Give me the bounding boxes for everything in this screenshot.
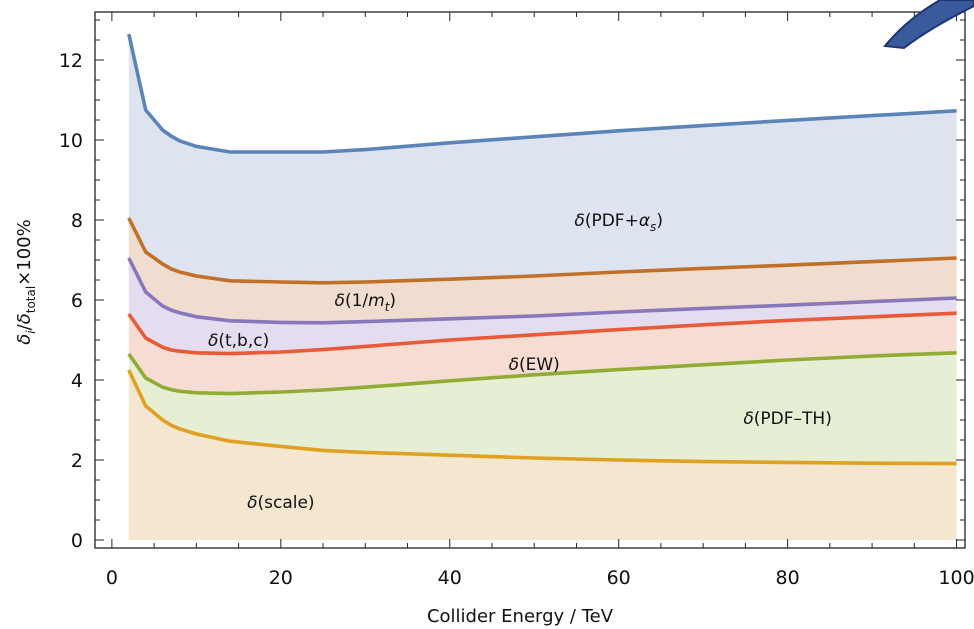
x-tick-label: 60	[607, 567, 631, 589]
label-scale: δ(scale)	[247, 493, 314, 513]
x-tick-label: 20	[269, 567, 293, 589]
series-lines	[127, 33, 957, 466]
x-tick-label: 0	[106, 567, 118, 589]
line-mt	[127, 217, 957, 285]
x-tick-label: 40	[438, 567, 462, 589]
line-pdf_th	[127, 351, 957, 396]
label-tbc: δ(t,b,c)	[208, 331, 269, 351]
label-pdf_th: δ(PDF–TH)	[743, 409, 831, 429]
logo-arc-icon	[883, 0, 974, 50]
band-scale	[128, 370, 957, 540]
label-mt: δ(1/mt)	[335, 291, 397, 314]
y-axis-title: δi/δtotal×100%	[14, 219, 38, 344]
line-tbc	[127, 257, 957, 325]
band-layer	[128, 34, 957, 540]
y-tick-label: 8	[71, 210, 83, 232]
band-mt	[128, 218, 957, 323]
y-tick-label: 10	[59, 130, 83, 152]
x-tick-label: 100	[938, 567, 974, 589]
line-ew	[127, 311, 957, 356]
axis-ticks: 0 20 40 60 80 100 0 2 4 6 8 10 12	[59, 12, 974, 589]
y-tick-label: 12	[59, 50, 83, 72]
band-pdf_th	[128, 352, 957, 464]
x-tick-label: 80	[776, 567, 800, 589]
y-tick-label: 4	[71, 370, 83, 392]
band-pdf_as	[128, 34, 957, 283]
label-ew: δ(EW)	[509, 355, 560, 375]
y-tick-label: 2	[71, 450, 83, 472]
x-axis-title: Collider Energy / TeV	[427, 606, 614, 627]
label-pdf_as: δ(PDF+αs)	[574, 211, 663, 234]
line-scale	[127, 369, 957, 466]
y-tick-label: 0	[71, 530, 83, 552]
y-tick-label: 6	[71, 290, 83, 312]
band-labels: δ(PDF+αs) δ(1/mt) δ(t,b,c) δ(EW) δ(PDF–TH) δ(…	[208, 211, 832, 513]
band-tbc	[128, 258, 957, 354]
band-ew	[128, 313, 957, 394]
line-pdf_as	[127, 33, 957, 154]
